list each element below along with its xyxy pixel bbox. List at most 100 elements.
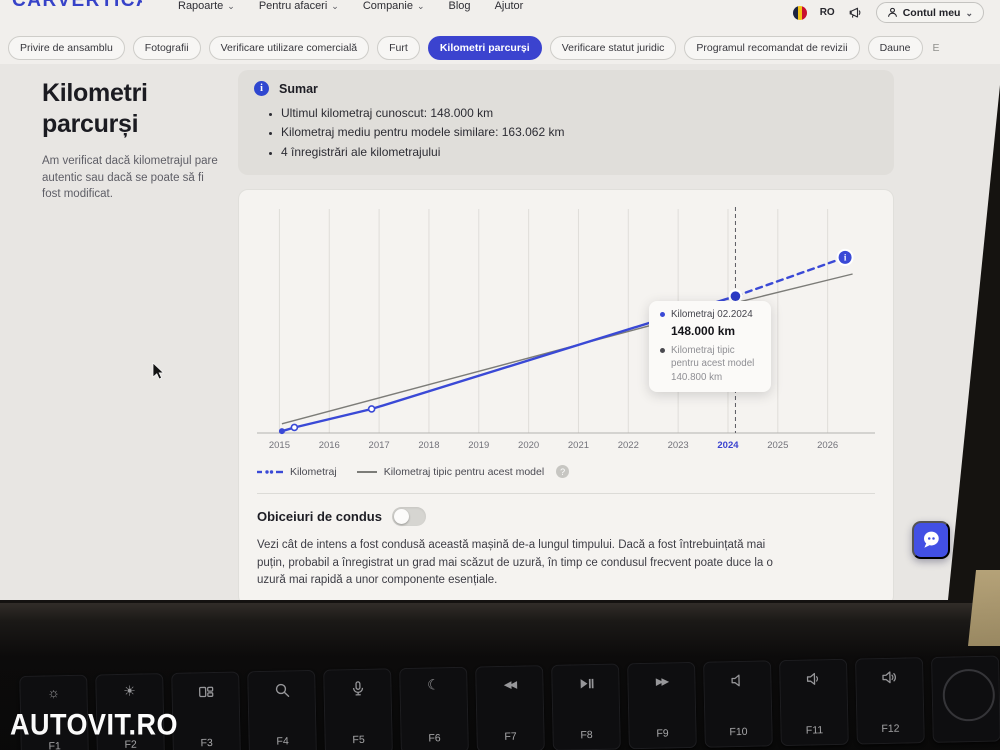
- driving-habits-title: Obiceiuri de condus: [257, 509, 382, 525]
- legend-marker-line-gray: [356, 470, 377, 473]
- key-f10[interactable]: F10: [703, 660, 773, 748]
- nav-item-ajutor[interactable]: Ajutor: [494, 0, 524, 12]
- laptop-body: ☼ F1 ☀ F2 F3 F4: [0, 600, 1000, 750]
- x-axis-tick-label: 2019: [468, 440, 489, 451]
- tooltip-mileage-value: 148.000 km: [671, 324, 736, 339]
- chevron-down-icon: ⌄: [416, 1, 425, 11]
- tab-programul-recomandat-de-revizii[interactable]: Programul recomandat de revizii: [684, 36, 860, 60]
- mouse-cursor: [152, 362, 165, 385]
- key-power-touch-id[interactable]: [931, 655, 1000, 743]
- driving-habits-text: Vezi cât de intens a fost condusă aceast…: [257, 539, 773, 586]
- account-button[interactable]: Contul meu ⌄: [875, 2, 984, 23]
- tab-verificare-statut-juridic[interactable]: Verificare statut juridic: [549, 36, 677, 60]
- x-axis-tick-label: 2025: [767, 440, 788, 451]
- nav-item-pentru-afaceri[interactable]: Pentru afaceri ⌄: [258, 0, 339, 12]
- page-content: Kilometri parcurși Am verificat dacă kil…: [0, 64, 1000, 600]
- key-f12[interactable]: F12: [855, 657, 925, 745]
- key-f8[interactable]: F8: [551, 663, 621, 750]
- driving-habits-toggle[interactable]: [391, 507, 426, 527]
- info-icon: i: [254, 81, 269, 96]
- legend-item-kilometraj: Kilometraj: [257, 466, 337, 478]
- nav-right-controls: RO Contul meu ⌄: [792, 0, 984, 23]
- brightness-high-icon: ☀: [123, 682, 136, 699]
- spotlight-search-icon: [247, 681, 315, 699]
- mileage-chart[interactable]: 2015 2016 2017 2018 2019 2020 2021 2022 2023 2024…: [257, 205, 875, 453]
- projection-info-glyph: i: [844, 253, 847, 263]
- key-f6[interactable]: ☾ F6: [399, 666, 469, 750]
- page-title: Kilometri parcurși: [42, 79, 148, 138]
- tooltip-series-dot-gray: [660, 348, 665, 354]
- autovit-watermark: AUTOVIT.RO: [10, 708, 179, 742]
- tab-daune[interactable]: Daune: [867, 36, 923, 60]
- tab-privire-de-ansamblu[interactable]: Privire de ansamblu: [8, 36, 125, 60]
- x-axis-tick-label: 2015: [269, 440, 290, 451]
- mute-speaker-icon: [703, 671, 771, 689]
- mileage-record-point: [367, 405, 376, 414]
- key-f3[interactable]: F3: [171, 671, 241, 750]
- summary-item-last-mileage: Ultimul kilometraj cunoscut: 148.000 km: [281, 104, 878, 123]
- x-axis-tick-label: 2026: [817, 440, 838, 451]
- brightness-low-icon: ☼: [46, 684, 61, 701]
- legend-label-tipic: Kilometraj tipic pentru acest model: [383, 465, 545, 478]
- focus-moon-icon: ☾: [427, 676, 440, 693]
- rewind-icon: ◀◀: [503, 679, 516, 691]
- user-icon: [887, 7, 898, 18]
- touch-id-ring-icon: [942, 668, 996, 722]
- x-axis-tick-label: 2021: [568, 440, 589, 451]
- key-f5[interactable]: F5: [323, 668, 393, 750]
- tooltip-typical-value: 140.800 km: [671, 371, 723, 383]
- volume-down-icon: [779, 670, 847, 688]
- chart-legend: Kilometraj Kilometraj tipic pentru acest…: [257, 465, 875, 479]
- legend-marker-dashed-blue: [257, 470, 283, 474]
- play-pause-icon: [551, 674, 619, 692]
- tab-verificare-utilizare-comerciala[interactable]: Verificare utilizare comercială: [208, 36, 370, 60]
- locale-label[interactable]: RO: [819, 7, 835, 18]
- summary-item-records-count: 4 înregistrări ale kilometrajului: [281, 143, 878, 162]
- tab-kilometri-parcursi[interactable]: Kilometri parcurși: [427, 36, 542, 60]
- legend-item-tipic: Kilometraj tipic pentru acest model: [356, 465, 545, 478]
- chat-widget-button[interactable]: [912, 521, 950, 559]
- key-f7[interactable]: ◀◀ F7: [475, 665, 545, 750]
- key-f9[interactable]: ▶▶ F9: [627, 661, 697, 750]
- help-icon[interactable]: ?: [556, 465, 570, 479]
- section-sidebar: Kilometri parcurși Am verificat dacă kil…: [0, 64, 238, 600]
- projection-info-point: [836, 249, 854, 267]
- nav-item-rapoarte[interactable]: Rapoarte ⌄: [178, 0, 235, 12]
- main-nav: Rapoarte ⌄ Pentru afaceri ⌄ Companie ⌄ Blog…: [178, 0, 523, 13]
- x-axis-tick-label: 2020: [518, 440, 539, 451]
- chevron-down-icon: ⌄: [331, 1, 339, 11]
- volume-up-icon: [855, 668, 923, 686]
- tab-fotografii[interactable]: Fotografii: [132, 36, 201, 60]
- chart-tooltip: Kilometraj 02.2024 148.000 km Kilometraj…: [649, 301, 771, 392]
- chevron-down-icon: ⌄: [965, 7, 973, 18]
- function-key-row: ☼ F1 ☀ F2 F3 F4: [0, 655, 1000, 750]
- key-f11[interactable]: F11: [779, 658, 849, 747]
- nav-item-companie[interactable]: Companie ⌄: [362, 0, 425, 12]
- x-axis-tick-label: 2023: [668, 440, 689, 451]
- nav-item-blog[interactable]: Blog: [448, 0, 471, 12]
- chevron-down-icon: ⌄: [227, 1, 235, 11]
- announcement-icon[interactable]: [848, 5, 863, 20]
- fast-forward-icon: ▶▶: [655, 676, 668, 688]
- key-f4[interactable]: F4: [247, 669, 317, 750]
- mileage-projection-line: [734, 256, 847, 298]
- mileage-line: [280, 295, 737, 433]
- chat-bubble-icon: [924, 531, 939, 548]
- x-axis-tick-label: 2022: [618, 440, 639, 451]
- mileage-start-point: [278, 428, 285, 435]
- tab-cutoff[interactable]: E: [931, 37, 942, 59]
- chart-region[interactable]: 2015 2016 2017 2018 2019 2020 2021 2022 2023 2024…: [257, 205, 875, 458]
- carvertical-logo[interactable]: CARVERTICAL: [12, 0, 142, 11]
- mission-control-icon: [171, 682, 239, 700]
- mileage-record-point: [290, 423, 299, 432]
- top-navigation: CARVERTICAL Rapoarte⌄ Pentru afaceri⌄ Co…: [0, 0, 1000, 26]
- report-tabs: Privire de ansamblu Fotografii Verificar…: [0, 26, 1000, 71]
- x-axis-tick-label: 2017: [369, 440, 390, 451]
- page-description: Am verificat dacă kilometrajul pare aute…: [42, 155, 218, 201]
- tab-furt[interactable]: Furt: [377, 36, 420, 60]
- toggle-knob: [393, 509, 409, 525]
- mileage-chart-card: 2015 2016 2017 2018 2019 2020 2021 2022 2023 2024…: [238, 189, 894, 600]
- romania-flag-icon[interactable]: [792, 5, 807, 20]
- x-axis-tick-label: 2016: [319, 440, 340, 451]
